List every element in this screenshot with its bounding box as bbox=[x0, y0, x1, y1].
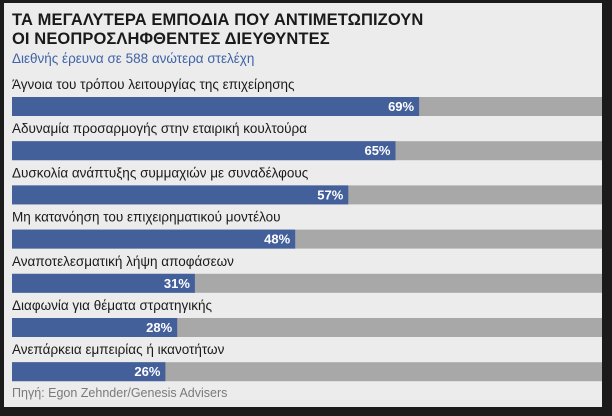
chart-subtitle: Διεθνής έρευνα σε 588 ανώτερα στελέχη bbox=[12, 51, 255, 66]
bar bbox=[12, 318, 178, 337]
bar-row: Διαφωνία για θέματα στρατηγικής 28% bbox=[12, 298, 602, 337]
chart-title: ΤΑ ΜΕΓΑΛΥΤΕΡΑ ΕΜΠΟΔΙΑ ΠΟΥ ΑΝΤΙΜΕΤΩΠΙΖΟΥΝ… bbox=[12, 11, 423, 49]
chart-title-line-1: ΤΑ ΜΕΓΑΛΥΤΕΡΑ ΕΜΠΟΔΙΑ ΠΟΥ ΑΝΤΙΜΕΤΩΠΙΖΟΥΝ bbox=[12, 11, 424, 29]
category-label: Μη κατανόηση του επιχειρηματικού μοντέλο… bbox=[12, 210, 281, 225]
bar bbox=[12, 229, 296, 249]
chart-card: ΤΑ ΜΕΓΑΛΥΤΕΡΑ ΕΜΠΟΔΙΑ ΠΟΥ ΑΝΤΙΜΕΤΩΠΙΖΟΥΝ… bbox=[4, 3, 602, 407]
data-label: 69% bbox=[388, 99, 414, 114]
bar bbox=[12, 141, 396, 161]
data-label: 31% bbox=[164, 276, 190, 291]
bar-row: Ανεπάρκεια εμπειρίας ή ικανοτήτων 26% bbox=[12, 342, 602, 382]
data-label: 65% bbox=[364, 143, 390, 158]
category-label: Δυσκολία ανάπτυξης συμμαχιών με συναδέλφ… bbox=[12, 165, 309, 180]
bar bbox=[12, 185, 349, 205]
data-label: 28% bbox=[146, 320, 172, 335]
bar bbox=[12, 362, 166, 382]
bar bbox=[12, 97, 420, 116]
bar-row: Μη κατανόηση του επιχειρηματικού μοντέλο… bbox=[12, 210, 602, 249]
data-label: 26% bbox=[134, 364, 160, 379]
source-note: Πηγή: Egon Zehnder/Genesis Advisers bbox=[12, 386, 228, 400]
data-label: 57% bbox=[317, 187, 343, 202]
chart-title-line-2: ΟΙ ΝΕΟΠΡΟΣΛΗΦΘΕΝΤΕΣ ΔΙΕΥΘΥΝΤΕΣ bbox=[12, 30, 330, 48]
bar-row: Αδυναμία προσαρμογής στην εταιρική κουλτ… bbox=[12, 121, 602, 161]
bar-row: Δυσκολία ανάπτυξης συμμαχιών με συναδέλφ… bbox=[12, 165, 602, 205]
category-label: Αναποτελεσματική λήψη αποφάσεων bbox=[12, 254, 234, 269]
bar-chart: Άγνοια του τρόπου λειτουργίας της επιχεί… bbox=[12, 77, 602, 382]
bar-row: Αναποτελεσματική λήψη αποφάσεων 31% bbox=[12, 254, 602, 293]
category-label: Αδυναμία προσαρμογής στην εταιρική κουλτ… bbox=[12, 121, 307, 136]
category-label: Διαφωνία για θέματα στρατηγικής bbox=[12, 298, 213, 313]
bar-row: Άγνοια του τρόπου λειτουργίας της επιχεί… bbox=[12, 77, 602, 116]
bar bbox=[12, 273, 195, 293]
data-label: 48% bbox=[264, 232, 290, 247]
category-label: Άγνοια του τρόπου λειτουργίας της επιχεί… bbox=[12, 77, 295, 92]
category-label: Ανεπάρκεια εμπειρίας ή ικανοτήτων bbox=[12, 342, 225, 357]
